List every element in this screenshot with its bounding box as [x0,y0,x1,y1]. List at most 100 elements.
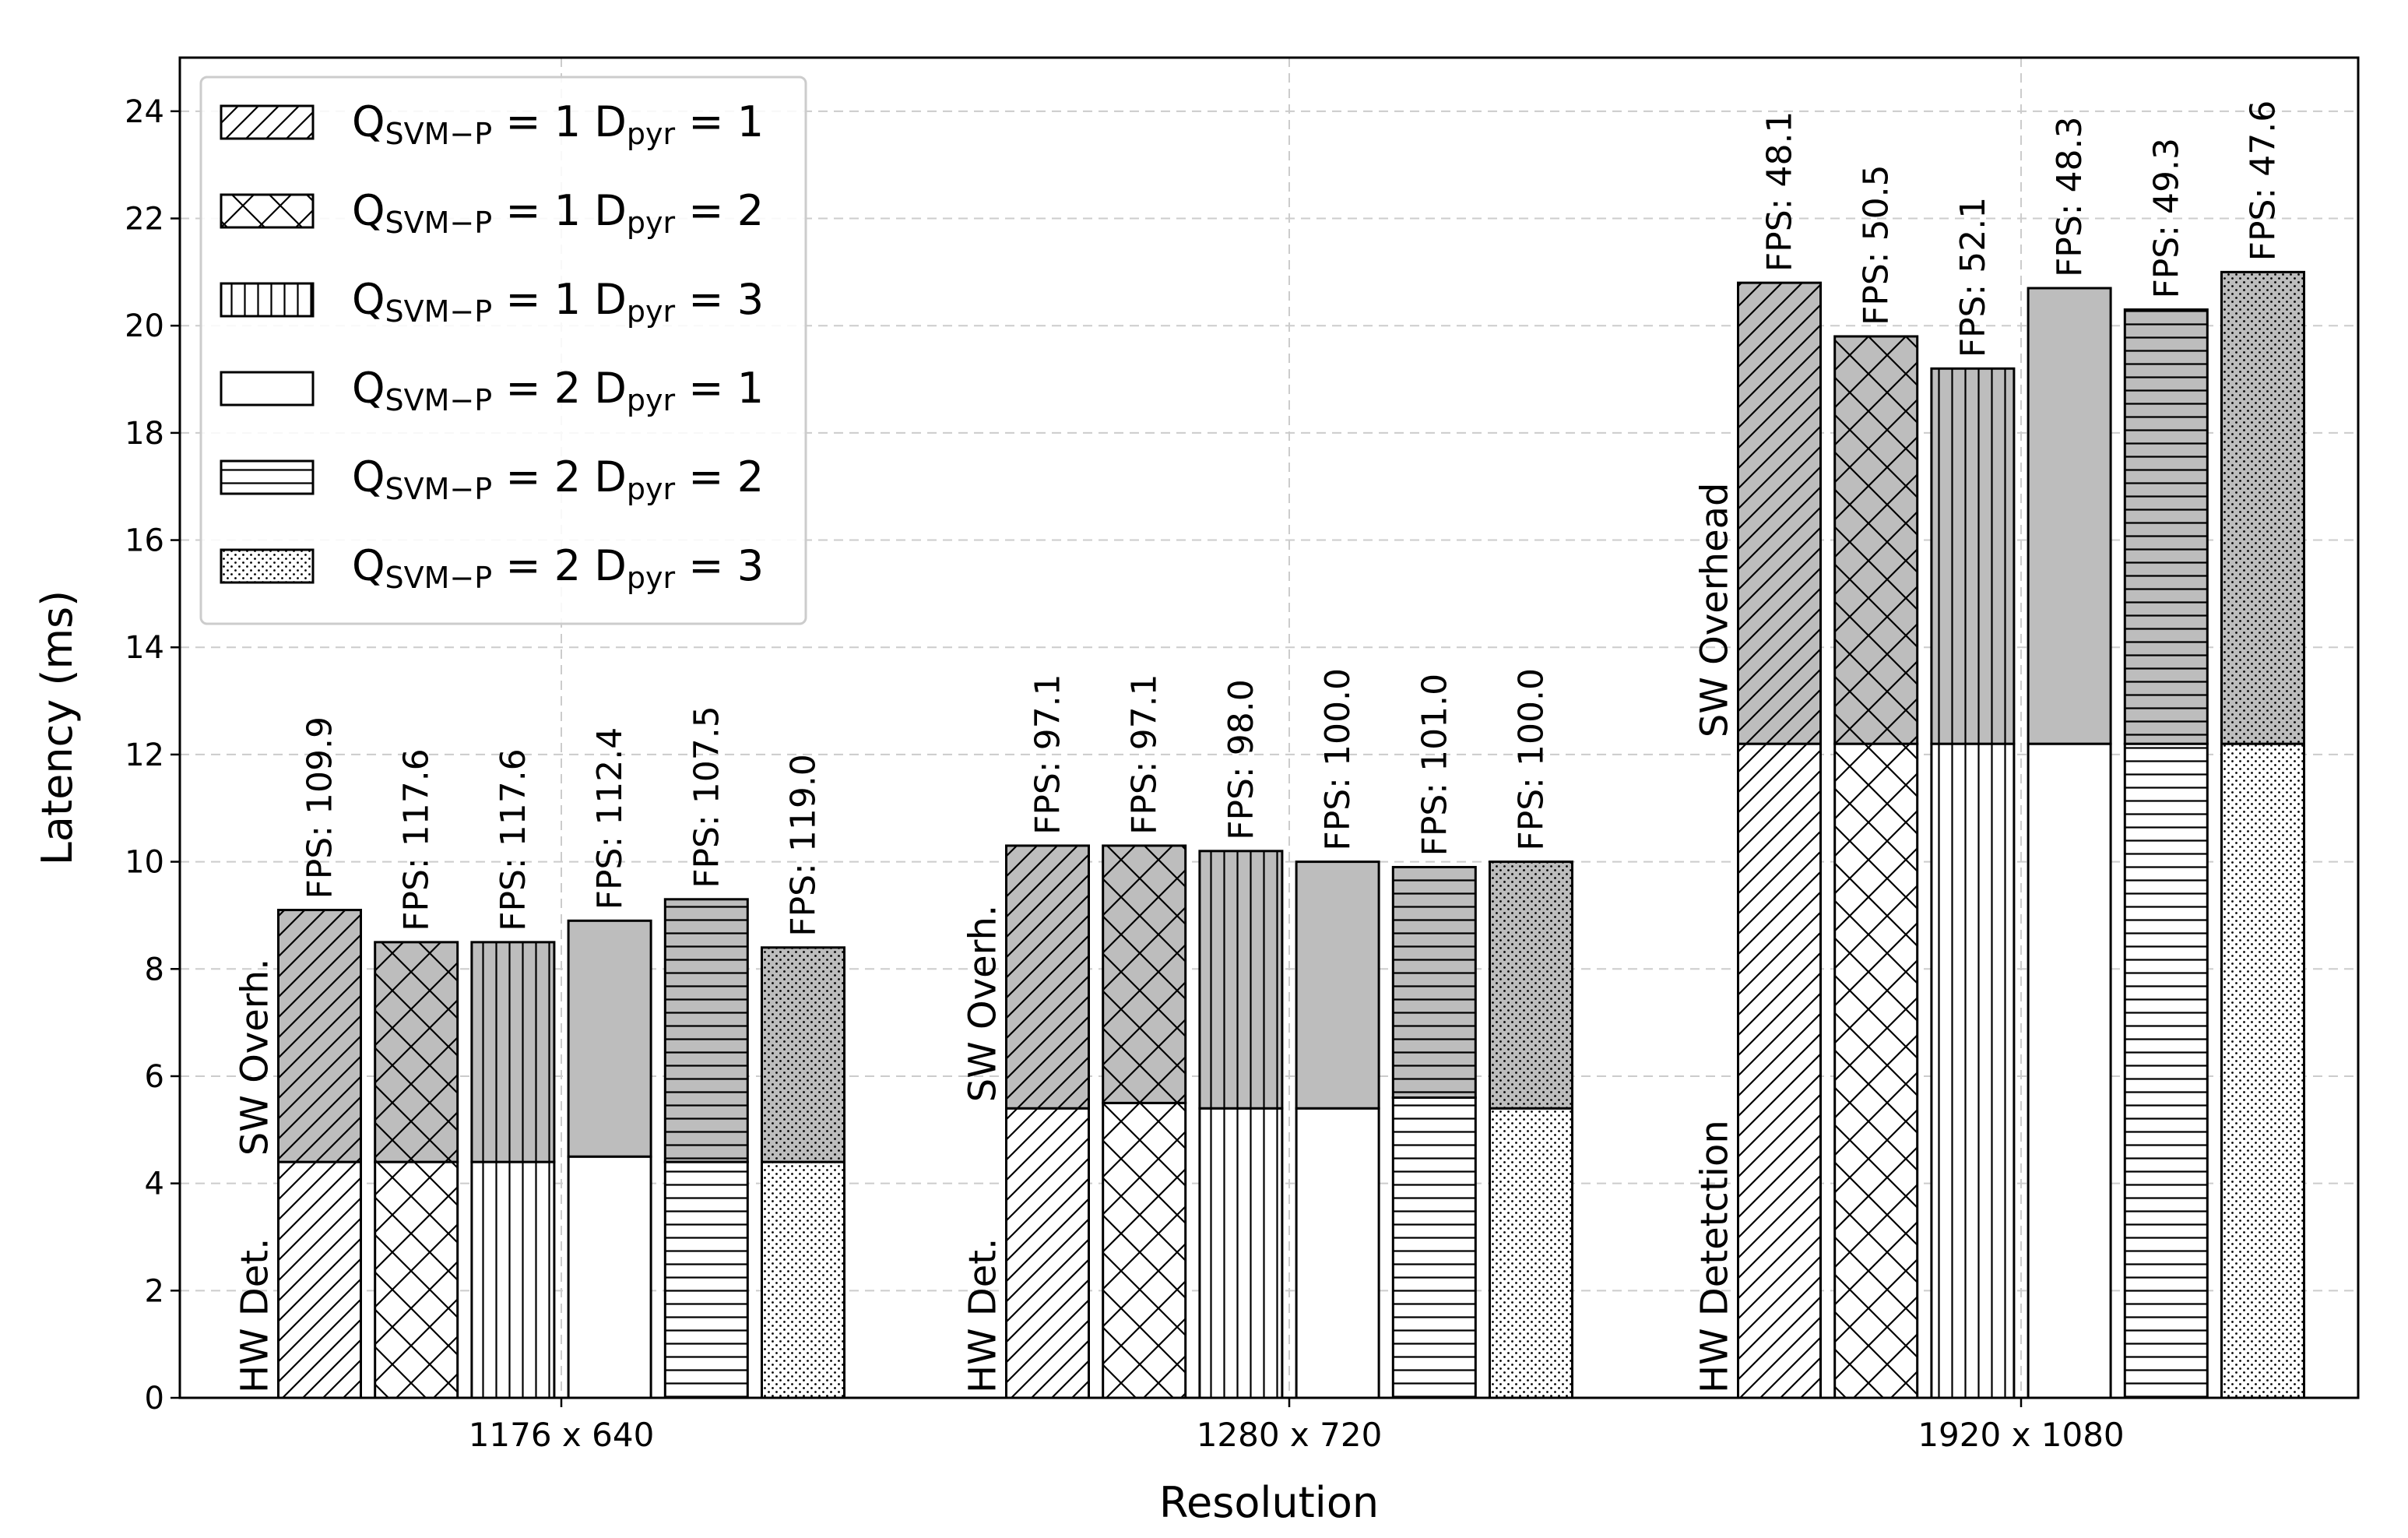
bar-sw-hatch [1006,845,1089,1109]
legend-entry-text: QSVM−P = 2 Dpyr = 1 [352,364,764,417]
legend-text-part: Q [352,452,385,502]
bar-hw-hatch [1006,1108,1089,1398]
legend-swatch-hatch [221,461,313,494]
y-tick-label: 0 [145,1381,164,1417]
bar-sw-outline [2027,287,2112,745]
legend-text-part: = 1 [492,97,594,146]
legend-swatch [220,371,315,406]
bar-sw-outline [1489,861,1573,1110]
bar-hw-hatch [1102,1103,1186,1398]
y-tick-label: 2 [145,1273,164,1309]
legend-text-part: = 1 [675,97,764,146]
y-tick-label: 16 [125,523,164,559]
hw-detection-label: HW Det. [234,1238,277,1393]
bar-sw-hatch [1199,850,1282,1109]
legend-swatch-bg [221,372,313,405]
legend-text-part: = 1 [492,275,594,324]
fps-label: FPS: 97.1 [1125,674,1165,835]
fps-label: FPS: 101.0 [1415,674,1454,857]
fps-label: FPS: 117.6 [494,748,533,931]
sw-overhead-label: SW Overh. [234,959,277,1156]
bar-hw-segment [1296,1108,1380,1398]
y-tick-label: 22 [125,202,164,238]
legend-subscript: pyr [627,383,676,417]
legend-text-part: = 3 [675,541,764,590]
bar-sw-outline [567,919,652,1158]
bar-sw-hatch [278,910,361,1163]
legend-swatch-hatch [221,283,313,316]
bar-hw-hatch [374,1162,458,1398]
fps-label: FPS: 119.0 [784,754,824,937]
x-tick-label: 1176 x 640 [469,1416,655,1454]
legend-swatch-hatch [221,550,313,582]
x-tick-label: 1280 x 720 [1197,1416,1383,1454]
fps-label: FPS: 100.0 [1512,668,1552,851]
y-tick-label: 8 [145,952,164,987]
bar-sw-segment [568,920,652,1157]
bar-hw-hatch [1931,744,2014,1398]
legend-swatch-hatch [221,195,313,227]
legend-text-part: D [594,186,627,235]
legend-subscript: SVM−P [385,294,493,329]
fps-label: FPS: 52.1 [1953,197,1993,358]
y-tick-label: 6 [145,1059,164,1095]
legend-text-part: = 2 [492,452,594,502]
fps-label: FPS: 48.3 [2050,116,2090,277]
bar-sw-outline [663,898,749,1163]
legend-entry-text: QSVM−P = 2 Dpyr = 2 [352,452,764,506]
fps-label: FPS: 98.0 [1222,679,1261,840]
y-tick-label: 18 [125,416,164,452]
bar-hw-segment [2028,744,2111,1398]
bar-sw-outline [470,941,556,1163]
legend-text-part: D [594,364,627,413]
legend-subscript: pyr [627,206,676,240]
bar-sw-hatch [471,941,554,1163]
bar-sw-outline [2220,270,2305,745]
bar-hw-hatch [2221,744,2304,1398]
fps-label: FPS: 112.4 [590,727,630,910]
y-tick-label: 14 [125,630,164,666]
legend-subscript: pyr [627,294,676,329]
legend-text-part: D [594,97,627,146]
bar-hw-hatch [761,1162,845,1398]
legend-text-part: = 2 [492,541,594,590]
bar-sw-outline [1295,861,1380,1110]
bar-sw-outline [1198,850,1284,1110]
bar-sw-outline [2123,308,2209,745]
fps-label: FPS: 109.9 [301,716,340,899]
legend-subscript: SVM−P [385,561,493,595]
bar-sw-outline [1391,865,1477,1099]
bars [277,270,2305,1399]
fps-label: FPS: 107.5 [687,706,726,889]
legend-subscript: pyr [627,561,676,595]
legend-swatch [220,459,315,495]
fps-label: FPS: 100.0 [1318,668,1358,851]
fps-label: FPS: 47.6 [2244,100,2283,262]
bar-hw-hatch [471,1162,554,1398]
bar-sw-outline [1102,844,1187,1104]
legend-text-part: = 1 [492,186,594,235]
bar-sw-segment [2028,288,2111,744]
bar-hw-hatch [1738,744,1821,1398]
bar-sw-hatch [1931,368,2014,744]
y-axis-title: Latency (ms) [33,590,82,865]
fps-label: FPS: 50.5 [1857,164,1897,326]
legend-entry-text: QSVM−P = 2 Dpyr = 3 [352,541,764,595]
bar-sw-hatch [2221,272,2304,744]
fps-label: FPS: 49.3 [2146,138,2186,299]
y-tick-label: 24 [125,94,164,130]
bar-sw-outline [1005,844,1090,1110]
legend-box [199,76,807,625]
legend-swatch [220,193,315,229]
legend-subscript: pyr [627,117,676,151]
legend-text-part: Q [352,97,385,146]
bar-hw-hatch [1393,1097,1476,1398]
y-tick-label: 20 [125,308,164,344]
legend-subscript: SVM−P [385,117,493,151]
legend-text-part: = 3 [675,275,764,324]
y-tick-label: 4 [145,1167,164,1202]
bar-sw-outline [1833,335,1919,745]
legend-swatch [220,282,315,318]
